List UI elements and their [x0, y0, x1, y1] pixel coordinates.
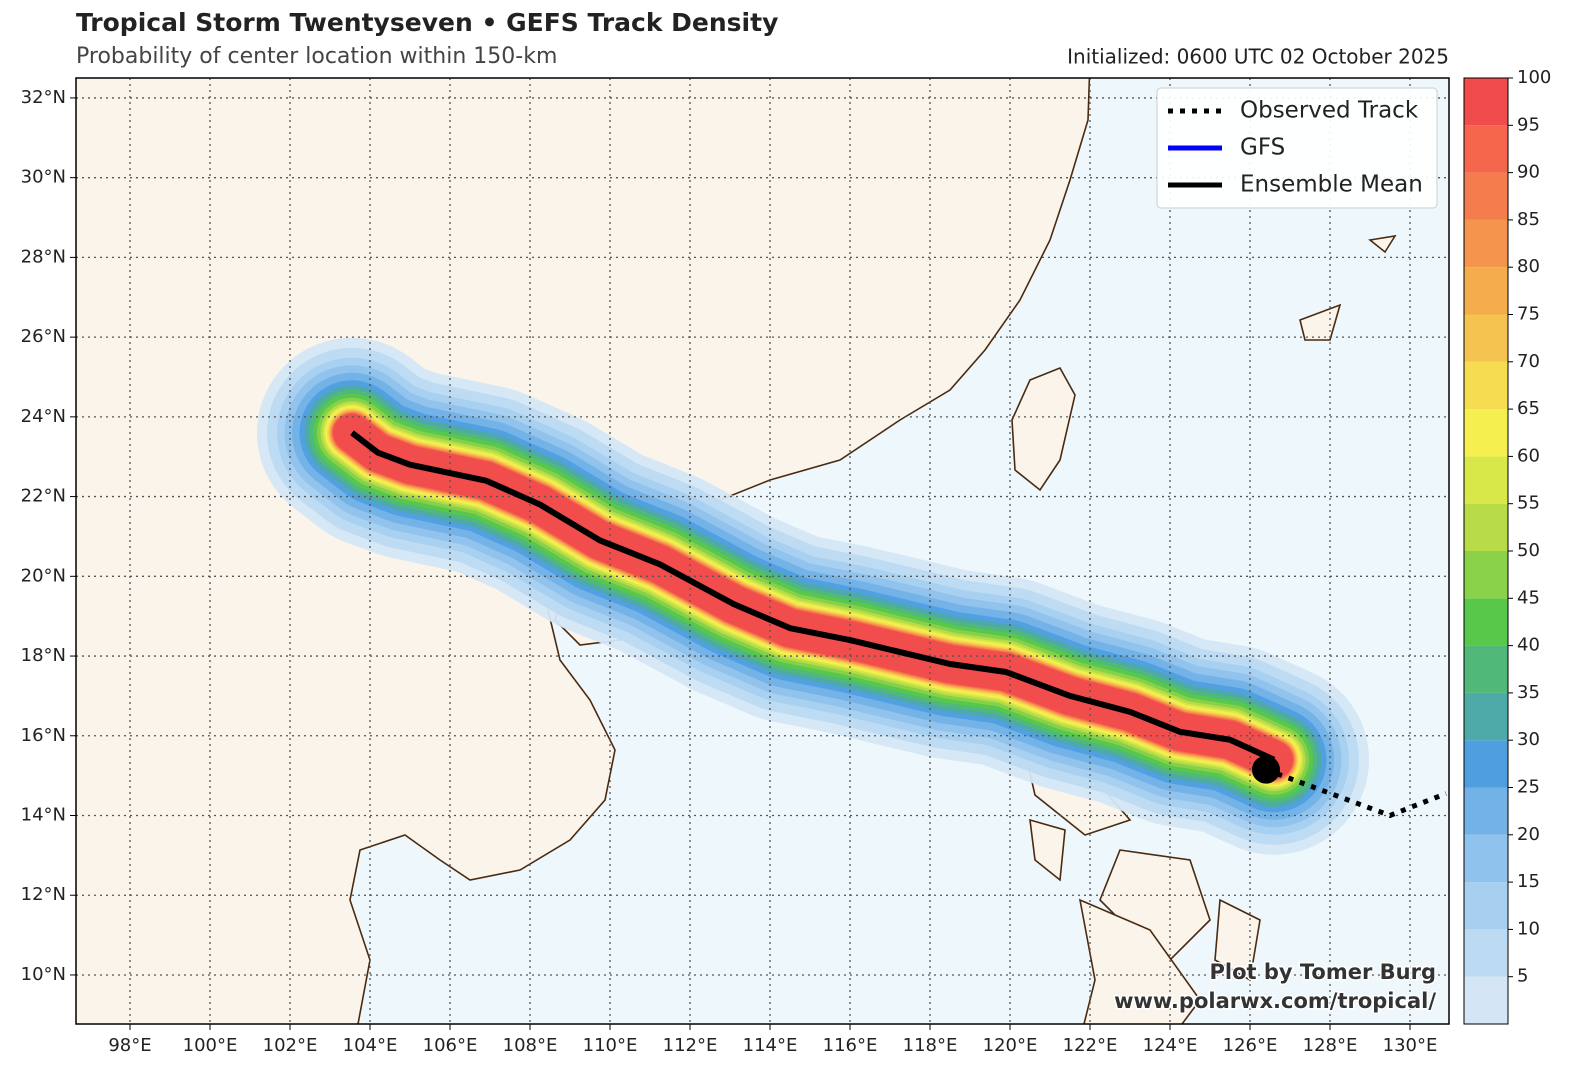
- colorbar-tick-label: 65: [1517, 398, 1540, 419]
- y-tick-label: 18°N: [21, 645, 66, 666]
- colorbar-band: [1464, 267, 1508, 315]
- grid: [76, 78, 1449, 1024]
- x-tick-label: 128°E: [1303, 1035, 1358, 1056]
- legend-label: GFS: [1240, 135, 1285, 161]
- colorbar-band: [1464, 125, 1508, 173]
- colorbar-tick-label: 15: [1517, 871, 1540, 892]
- colorbar-band: [1464, 834, 1508, 883]
- plot-frame: [75, 77, 1450, 1025]
- colorbar-tick-label: 20: [1517, 824, 1540, 845]
- colorbar-tick-label: 95: [1517, 114, 1540, 135]
- colorbar-band: [1464, 976, 1508, 1024]
- map-area: [76, 78, 1449, 1024]
- colorbar-tick-label: 55: [1517, 493, 1540, 514]
- x-tick-label: 108°E: [503, 1035, 558, 1056]
- colorbar-tick-label: 100: [1517, 67, 1551, 88]
- legend-label: Observed Track: [1240, 98, 1419, 124]
- credit: Plot by Tomer Burg: [1210, 960, 1437, 984]
- x-tick-label: 116°E: [823, 1035, 878, 1056]
- colorbar-tick-label: 25: [1517, 777, 1540, 798]
- subtitle: Probability of center location within 15…: [76, 44, 557, 69]
- title: Tropical Storm Twentyseven • GEFS Track …: [76, 8, 778, 37]
- y-tick-label: 12°N: [21, 884, 66, 905]
- colorbar-band: [1464, 503, 1508, 551]
- y-tick-label: 14°N: [21, 805, 66, 826]
- y-tick-label: 20°N: [21, 565, 66, 586]
- colorbar-tick-label: 45: [1517, 587, 1540, 608]
- y-tick-label: 32°N: [21, 87, 66, 108]
- init-time: Initialized: 0600 UTC 02 October 2025: [1067, 45, 1449, 69]
- x-tick-label: 104°E: [343, 1035, 398, 1056]
- y-tick-label: 24°N: [21, 406, 66, 427]
- colorbar-tick-label: 70: [1517, 351, 1540, 372]
- colorbar-tick-label: 50: [1517, 540, 1540, 561]
- colorbar-tick-label: 75: [1517, 304, 1540, 325]
- x-tick-label: 126°E: [1223, 1035, 1278, 1056]
- colorbar-tick-label: 30: [1517, 729, 1540, 750]
- colorbar-tick-label: 80: [1517, 256, 1540, 277]
- y-tick-label: 30°N: [21, 167, 66, 188]
- legend: Observed Track GFS Ensemble Mean: [1156, 87, 1438, 209]
- x-tick-label: 114°E: [743, 1035, 798, 1056]
- colorbar-band: [1464, 456, 1508, 504]
- colorbar-band: [1464, 314, 1508, 362]
- x-tick-label: 122°E: [1063, 1035, 1118, 1056]
- x-tick-label: 100°E: [183, 1035, 238, 1056]
- colorbar-tick-label: 85: [1517, 209, 1540, 230]
- colorbar-band: [1464, 172, 1508, 220]
- x-tick-label: 130°E: [1383, 1035, 1438, 1056]
- colorbar-band: [1464, 551, 1508, 599]
- colorbar-band: [1464, 598, 1508, 646]
- x-tick-label: 98°E: [108, 1035, 151, 1056]
- colorbar-band: [1464, 692, 1508, 741]
- colorbar-tick-label: 5: [1517, 966, 1528, 987]
- y-tick-label: 10°N: [21, 964, 66, 985]
- x-tick-label: 110°E: [583, 1035, 638, 1056]
- y-tick-label: 16°N: [21, 725, 66, 746]
- colorbar-tick-label: 60: [1517, 445, 1540, 466]
- y-tick-label: 26°N: [21, 326, 66, 347]
- colorbar-tick-label: 10: [1517, 918, 1540, 939]
- colorbar-band: [1464, 882, 1508, 930]
- colorbar-band: [1464, 929, 1508, 977]
- legend-box: [1156, 87, 1438, 209]
- legend-label: Ensemble Mean: [1240, 172, 1423, 198]
- colorbar-band: [1464, 645, 1508, 693]
- colorbar: 5 10 15 20 25 30 35 40 45 50 55 60 65 70 75 80 85 90 95 100: [1463, 67, 1551, 1025]
- x-tick-label: 120°E: [983, 1035, 1038, 1056]
- current-position: [1252, 755, 1280, 784]
- y-tick-label: 22°N: [21, 486, 66, 507]
- track-line: [350, 430, 1276, 763]
- track-line: [1265, 767, 1447, 819]
- colorbar-band: [1464, 787, 1508, 835]
- credit-url: www.polarwx.com/tropical/: [1114, 989, 1436, 1013]
- tracks: [350, 430, 1447, 819]
- colorbar-band: [1464, 78, 1508, 126]
- y-tick-label: 28°N: [21, 246, 66, 267]
- x-tick-label: 112°E: [663, 1035, 718, 1056]
- colorbar-band: [1464, 361, 1508, 410]
- x-tick-label: 124°E: [1143, 1035, 1198, 1056]
- colorbar-tick-label: 40: [1517, 635, 1540, 656]
- colorbar-band: [1464, 219, 1508, 268]
- colorbar-band: [1464, 740, 1508, 788]
- x-tick-label: 106°E: [423, 1035, 478, 1056]
- colorbar-tick-label: 35: [1517, 682, 1540, 703]
- x-tick-label: 102°E: [263, 1035, 318, 1056]
- colorbar-band: [1464, 409, 1508, 457]
- colorbar-tick-label: 90: [1517, 162, 1540, 183]
- x-tick-label: 118°E: [903, 1035, 958, 1056]
